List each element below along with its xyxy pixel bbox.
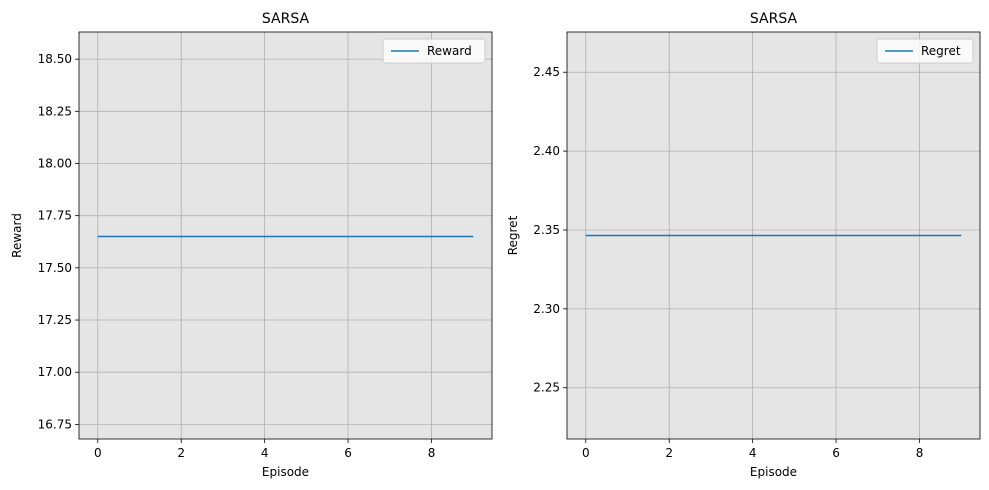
plot-area xyxy=(79,32,492,439)
y-tick-label: 2.25 xyxy=(533,381,560,395)
y-tick-label: 2.40 xyxy=(533,144,560,158)
x-tick-label: 4 xyxy=(749,446,757,460)
legend: Regret xyxy=(876,38,974,64)
y-tick-label: 17.00 xyxy=(38,365,72,379)
axes-frame xyxy=(566,31,981,440)
y-tick-label: 2.35 xyxy=(533,223,560,237)
y-tick-label: 17.25 xyxy=(38,313,72,327)
y-axis-label: Reward xyxy=(10,213,24,258)
x-tick-label: 6 xyxy=(832,446,840,460)
y-tick-label: 18.50 xyxy=(38,52,72,66)
legend-box xyxy=(382,38,486,64)
y-axis-label: Regret xyxy=(506,215,520,255)
legend-box xyxy=(876,38,974,64)
chart-title: SARSA xyxy=(262,11,310,27)
y-tick-label: 18.25 xyxy=(38,104,72,118)
x-tick-label: 8 xyxy=(916,446,924,460)
y-tick-label: 2.45 xyxy=(533,65,560,79)
chart-title: SARSA xyxy=(750,11,798,27)
y-tick-label: 17.50 xyxy=(38,261,72,275)
reward-chart: 0 2 4 6 8 16.75 17.00 17.25 17.50 17.75 18.00 18.25… xyxy=(10,11,493,479)
y-tick-label: 16.75 xyxy=(38,417,72,431)
y-tick-label: 18.00 xyxy=(38,156,72,170)
x-tick-label: 4 xyxy=(261,446,269,460)
axes-frame xyxy=(78,31,493,440)
x-axis-label: Episode xyxy=(750,465,797,479)
x-axis-label: Episode xyxy=(262,465,309,479)
legend: Reward xyxy=(382,38,486,64)
regret-chart: 0 2 4 6 8 2.25 2.30 2.35 2.40 2.45 SARSA Episode Reg… xyxy=(506,11,981,479)
x-tick-label: 8 xyxy=(428,446,436,460)
x-tick-label: 0 xyxy=(94,446,102,460)
x-tick-label: 6 xyxy=(344,446,352,460)
y-tick-label: 17.75 xyxy=(38,209,72,223)
y-tick-label: 2.30 xyxy=(533,302,560,316)
legend-label: Reward xyxy=(427,44,472,58)
x-tick-label: 2 xyxy=(665,446,673,460)
x-tick-label: 2 xyxy=(177,446,185,460)
x-tick-label: 0 xyxy=(582,446,590,460)
legend-label: Regret xyxy=(921,44,961,58)
